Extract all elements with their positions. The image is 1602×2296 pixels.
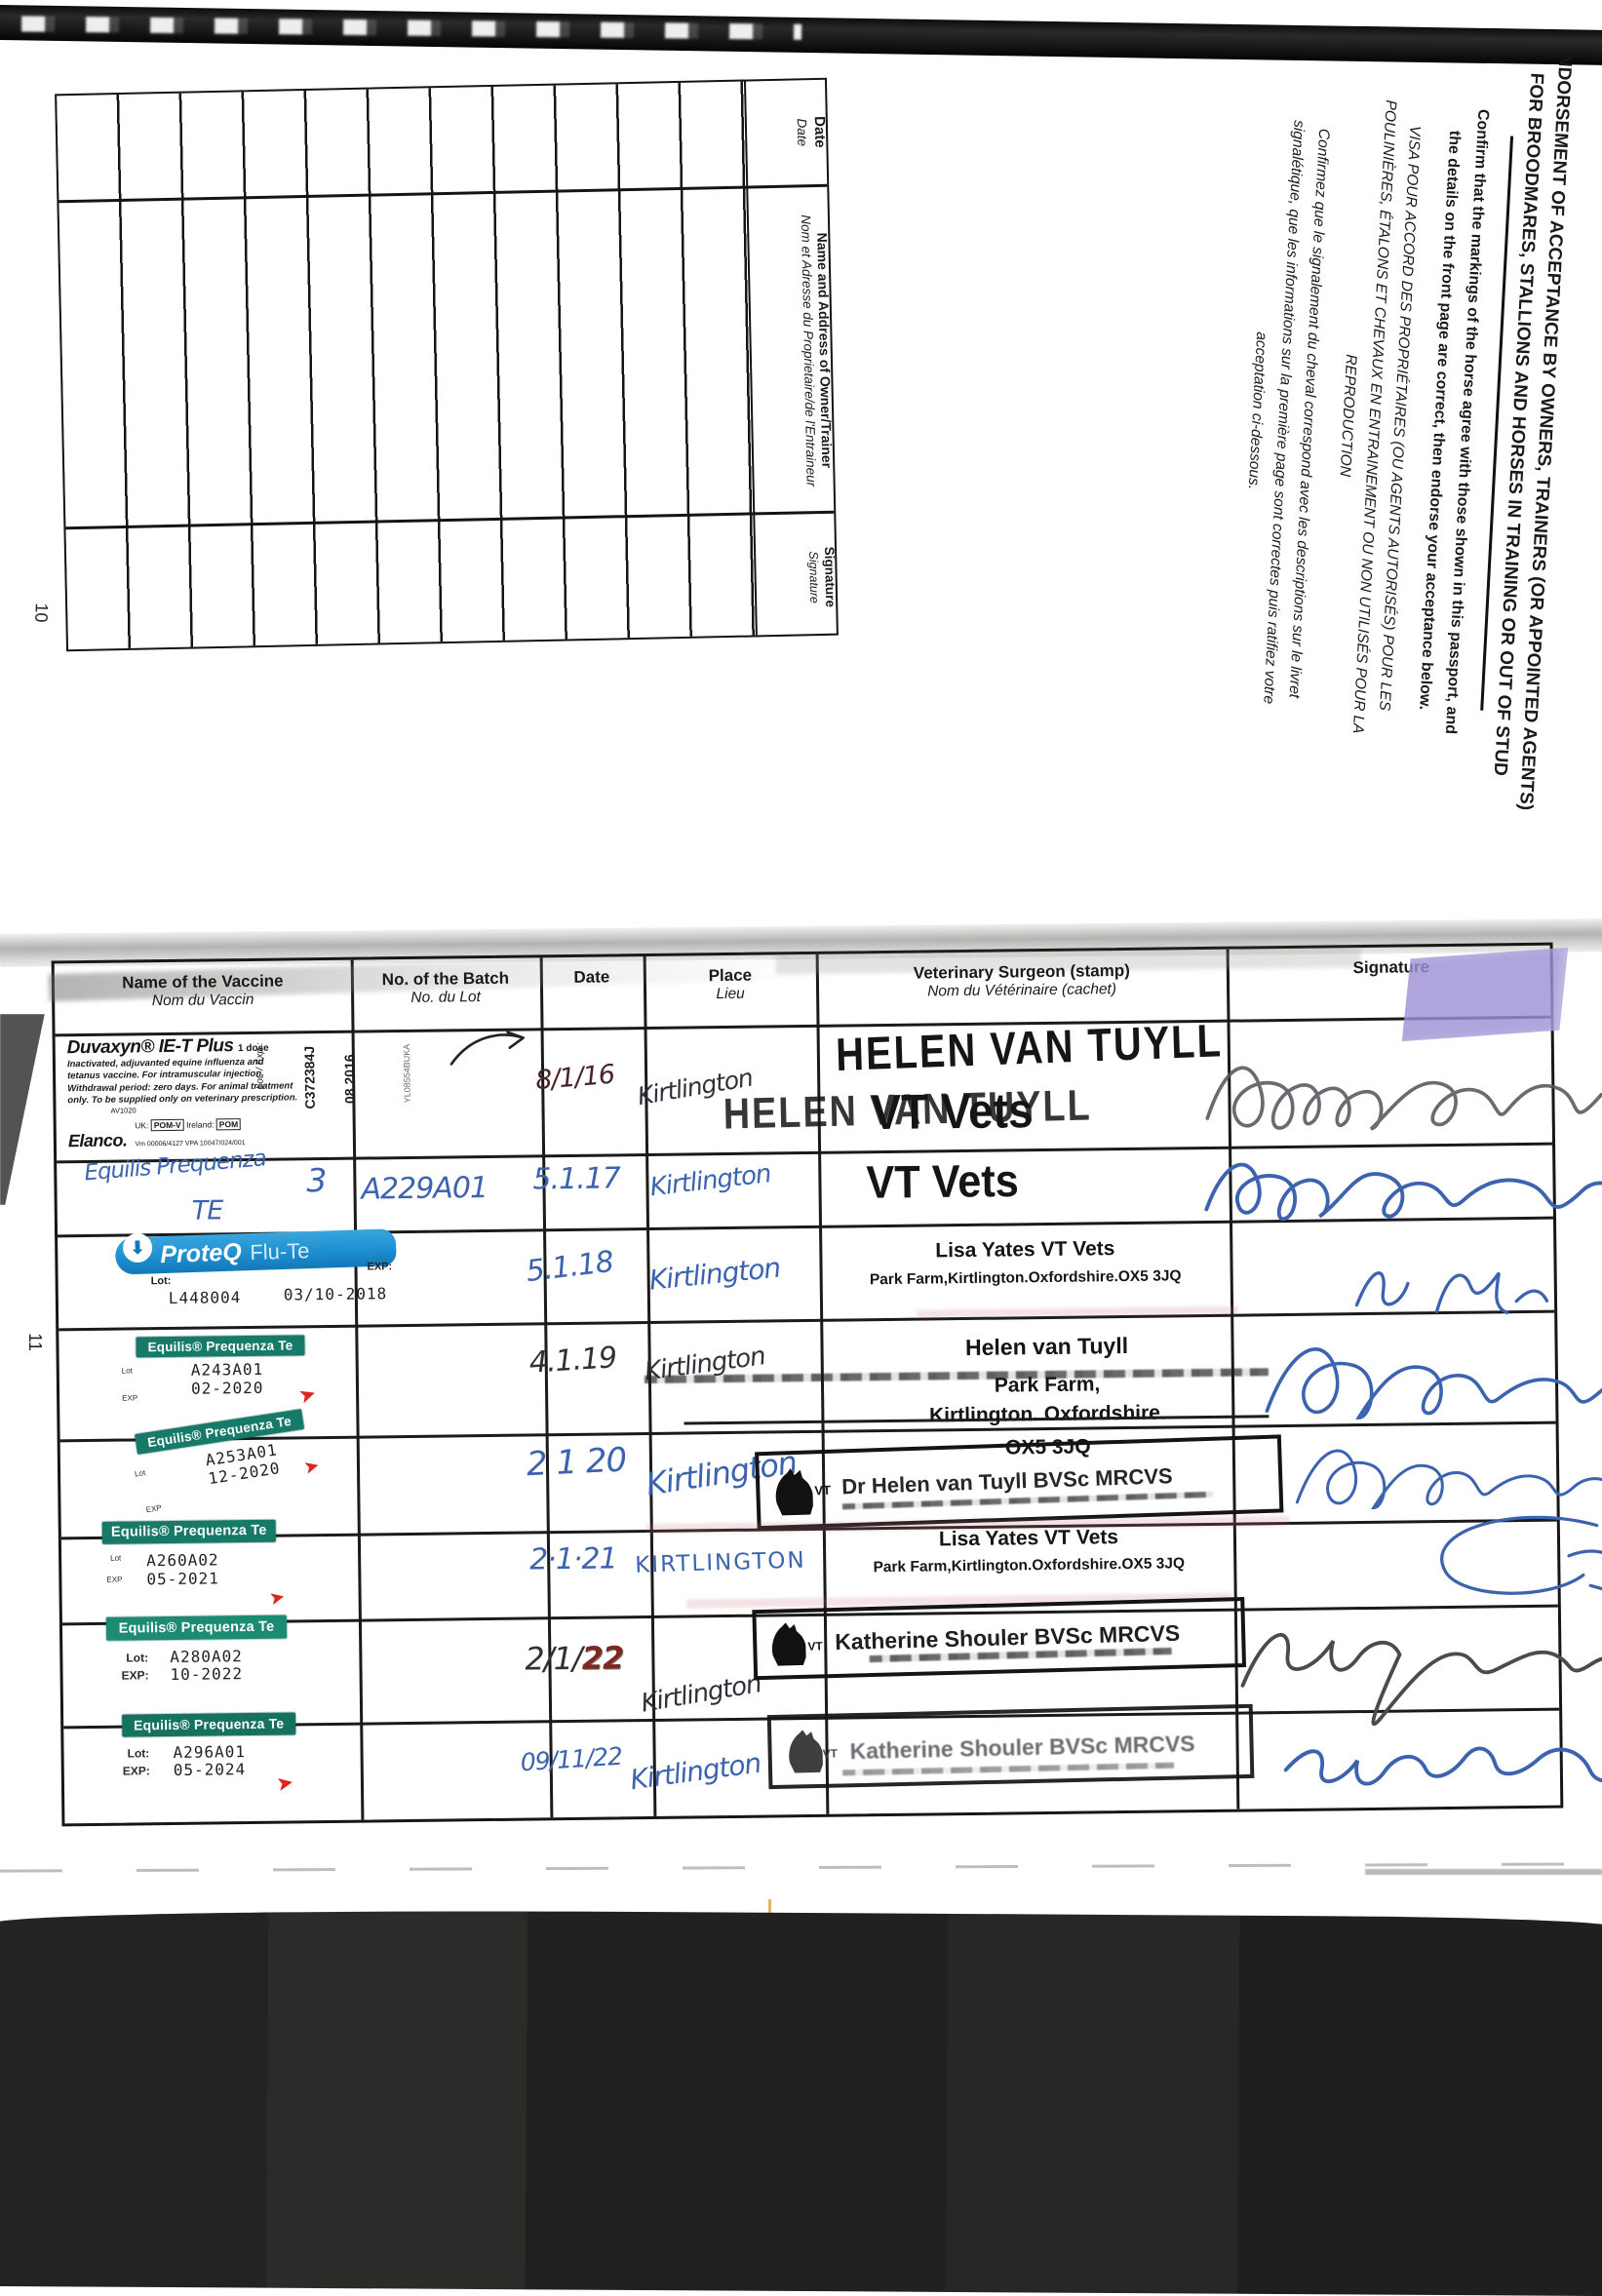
- batch-entry: A229A01: [361, 1170, 488, 1207]
- page-corner-shadow: [0, 1014, 45, 1205]
- horse-head-icon: [771, 1622, 806, 1666]
- stamp-smudge: [842, 1762, 1175, 1776]
- vet-stamp-box: VT Dr Helen van Tuyll BVSc MRCVS: [755, 1434, 1284, 1531]
- vet-stamp: VT Vets: [866, 1154, 1020, 1208]
- endorsement-text-block: ENDORSEMENT OF ACCEPTANCE BY OWNERS, TRA…: [1121, 57, 1602, 936]
- vt-logo-text: VT: [807, 1639, 823, 1654]
- header-vaccine: Name of the Vaccine Nom du Vaccin: [122, 971, 284, 1010]
- arrow-down-icon: ⬇: [122, 1232, 153, 1264]
- header-vet: Veterinary Surgeon (stamp) Nom du Vétéri…: [913, 960, 1130, 1000]
- date-entry: 2 1 20: [526, 1440, 628, 1485]
- endorsement-header-date: Date Date: [795, 115, 829, 148]
- vt-logo-text: VT: [822, 1746, 839, 1761]
- date-entry: 09/11/22: [519, 1741, 623, 1777]
- vet-stamp-box: VT Katherine Shouler BVSc MRCVS: [766, 1703, 1255, 1790]
- date-red-overlay: 22: [581, 1639, 624, 1677]
- place-entry: Kirtlington: [628, 1746, 763, 1797]
- vaccination-table: Name of the Vaccine Nom du Vaccin No. of…: [48, 942, 1602, 1827]
- vaccine-label-equilis: Equilis® Prequenza Te Lot A253A01 12-202…: [115, 1399, 380, 1530]
- stray-mark: 3: [306, 1161, 327, 1200]
- signature-scribble: [1359, 1497, 1602, 1623]
- table-line: [815, 953, 829, 1814]
- vaccine-label-equilis: Equilis® Prequenza Te: [136, 1335, 305, 1358]
- header-date: Date: [573, 967, 610, 987]
- date-entry: 8/1/16: [534, 1059, 616, 1097]
- red-arrow-icon: ➤: [267, 1586, 287, 1610]
- header-batch: No. of the Batch No. du Lot: [381, 968, 510, 1006]
- signature-scribble: [1281, 1430, 1602, 1532]
- signature-scribble: [1218, 1592, 1602, 1732]
- signature-scribble: [1199, 1126, 1602, 1246]
- scanner-background: [0, 1907, 1602, 2296]
- horse-head-icon: [775, 1468, 814, 1516]
- vet-stamp: Lisa Yates VT Vets Park Farm,Kirtlington…: [873, 1526, 1186, 1576]
- vaccine-entry: TE: [191, 1195, 223, 1226]
- endorsement-header-owner: Name and Address of Owner/Trainer Nom et…: [798, 214, 836, 487]
- endorsement-header-signature: Signature Signature: [806, 546, 839, 608]
- red-arrow-icon: ➤: [296, 1382, 319, 1409]
- duvaxyn-lot-exp-label: Lot: / Exp.:: [254, 1042, 266, 1090]
- signature-scribble: [1198, 1031, 1602, 1143]
- date-entry: 4.1.19: [527, 1341, 618, 1381]
- place-entry: KIRTLINGTON: [634, 1547, 806, 1578]
- vet-stamp-box: VT Katherine Shouler BVSc MRCVS: [752, 1597, 1247, 1681]
- duvaxyn-lot: C372384J: [301, 1045, 318, 1109]
- place-entry: Kirtlington: [639, 1669, 763, 1719]
- page-number-11: 11: [24, 1333, 45, 1351]
- vaccine-label-equilis: Equilis® Prequenza Te: [101, 1519, 276, 1544]
- signature-scribble: [1322, 1243, 1577, 1322]
- purple-index-tab: [1401, 947, 1569, 1042]
- elanco-logo: Elanco.: [67, 1130, 128, 1151]
- place-entry: Kirtlington: [648, 1159, 772, 1203]
- signature-scribble: [1274, 1716, 1602, 1810]
- scan-artifact-line: [0, 1862, 1602, 1873]
- horse-head-icon: [789, 1730, 824, 1773]
- scan-artifact-line: [1365, 1869, 1602, 1875]
- vaccine-entry: Equilis Prequenza: [83, 1146, 267, 1187]
- place-entry: Kirtlington: [647, 1251, 782, 1297]
- vaccine-label-equilis: Equilis® Prequenza Te: [105, 1615, 288, 1641]
- endorsement-table-row-lines: [57, 81, 756, 650]
- vet-stamp: Lisa Yates VT Vets Park Farm,Kirtlington…: [869, 1237, 1182, 1289]
- signature-scribble: [1258, 1314, 1602, 1456]
- date-entry: 2/1/22: [525, 1639, 624, 1678]
- pen-mark: [443, 1024, 533, 1070]
- vaccine-label-equilis: Equilis® Prequenza Te: [122, 1712, 296, 1737]
- red-arrow-icon: ➤: [275, 1771, 295, 1796]
- proteq-banner: ⬇ ProteQ Flu-Te: [114, 1228, 397, 1275]
- duvaxyn-serial: YL08554BUKA: [401, 1043, 412, 1104]
- date-entry: 5.1.18: [524, 1244, 615, 1290]
- header-place: Place Lieu: [708, 965, 753, 1003]
- vaccine-label-proteq: ⬇ ProteQ Flu-Te EXP: Lot: L448004 03/10-…: [114, 1228, 409, 1325]
- date-entry: 5.1.17: [532, 1161, 621, 1197]
- date-entry: 2·1·21: [528, 1541, 617, 1577]
- endorsement-table: Date Date Name and Address of Owner/Trai…: [55, 77, 840, 652]
- duvaxyn-exp: 08 2016: [341, 1054, 358, 1105]
- vet-stamp-overlay: VT Vets: [871, 1082, 1034, 1141]
- page-number-10: 10: [31, 603, 52, 623]
- vt-logo-text: VT: [814, 1482, 832, 1498]
- vaccine-label-duvaxyn: Duvaxyn® IE-T Plus 1 dose Inactivated, a…: [66, 1035, 298, 1151]
- endorsement-header-column: Date Date Name and Address of Owner/Trai…: [743, 79, 840, 636]
